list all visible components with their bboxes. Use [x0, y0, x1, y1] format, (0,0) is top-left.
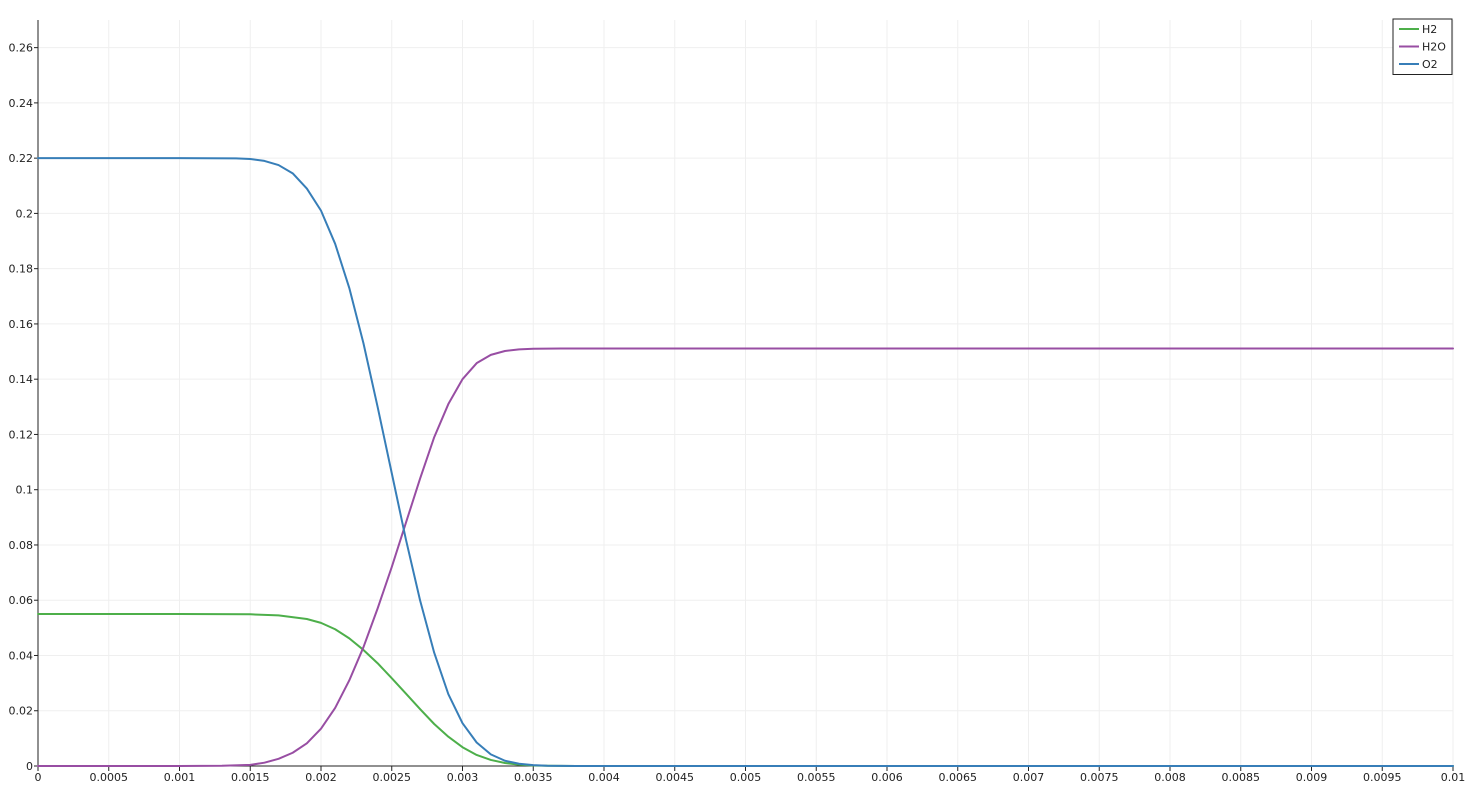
- x-tick-label: 0.0015: [231, 771, 270, 784]
- series-layer: [37, 157, 1454, 767]
- y-tick-label: 0.06: [9, 594, 34, 607]
- series-line-h2o: [37, 347, 1454, 767]
- x-tick-label: 0.008: [1154, 771, 1186, 784]
- x-tick-label: 0.0055: [797, 771, 836, 784]
- x-tick-label: 0: [35, 771, 42, 784]
- y-tick-label: 0: [26, 760, 33, 773]
- x-tick-label: 0.001: [164, 771, 196, 784]
- x-tick-label: 0.004: [588, 771, 620, 784]
- x-tick-label: 0.0075: [1080, 771, 1119, 784]
- y-tick-label: 0.2: [16, 207, 34, 220]
- x-tick-label: 0.007: [1013, 771, 1045, 784]
- x-tick-label: 0.0065: [939, 771, 978, 784]
- y-tick-label: 0.14: [9, 373, 34, 386]
- x-axis-ticks: 0 0.0005 0.001 0.0015 0.002 0.0025 0.003 0.0035…: [35, 766, 1466, 784]
- x-tick-label: 0.002: [305, 771, 337, 784]
- x-tick-label: 0.0045: [656, 771, 695, 784]
- y-tick-label: 0.02: [9, 705, 34, 718]
- legend-label-h2o: H2O: [1422, 41, 1446, 54]
- legend-label-h2: H2: [1422, 23, 1437, 36]
- x-tick-label: 0.0085: [1222, 771, 1261, 784]
- grid: [38, 20, 1454, 766]
- y-tick-label: 0.1: [16, 484, 34, 497]
- y-tick-label: 0.16: [9, 318, 34, 331]
- y-tick-label: 0.12: [9, 428, 34, 441]
- x-tick-label: 0.0005: [90, 771, 129, 784]
- x-tick-label: 0.005: [730, 771, 762, 784]
- y-tick-label: 0.22: [9, 152, 34, 165]
- x-tick-label: 0.0025: [373, 771, 412, 784]
- legend: H2 H2O O2: [1392, 18, 1453, 75]
- series-line-o2: [37, 157, 1454, 767]
- x-tick-label: 0.009: [1296, 771, 1328, 784]
- x-tick-label: 0.0095: [1363, 771, 1402, 784]
- x-tick-label: 0.01: [1441, 771, 1466, 784]
- y-axis-ticks: 0 0.02 0.04 0.06 0.08 0.1 0.12 0.14 0.16 0.18 0.2 0…: [9, 42, 38, 773]
- x-tick-label: 0.006: [871, 771, 903, 784]
- y-tick-label: 0.26: [9, 42, 34, 55]
- legend-label-o2: O2: [1422, 58, 1438, 71]
- y-tick-label: 0.04: [9, 649, 34, 662]
- x-tick-label: 0.003: [447, 771, 479, 784]
- x-tick-label: 0.0035: [514, 771, 553, 784]
- y-tick-label: 0.08: [9, 539, 34, 552]
- y-tick-label: 0.24: [9, 97, 34, 110]
- y-tick-label: 0.18: [9, 263, 34, 276]
